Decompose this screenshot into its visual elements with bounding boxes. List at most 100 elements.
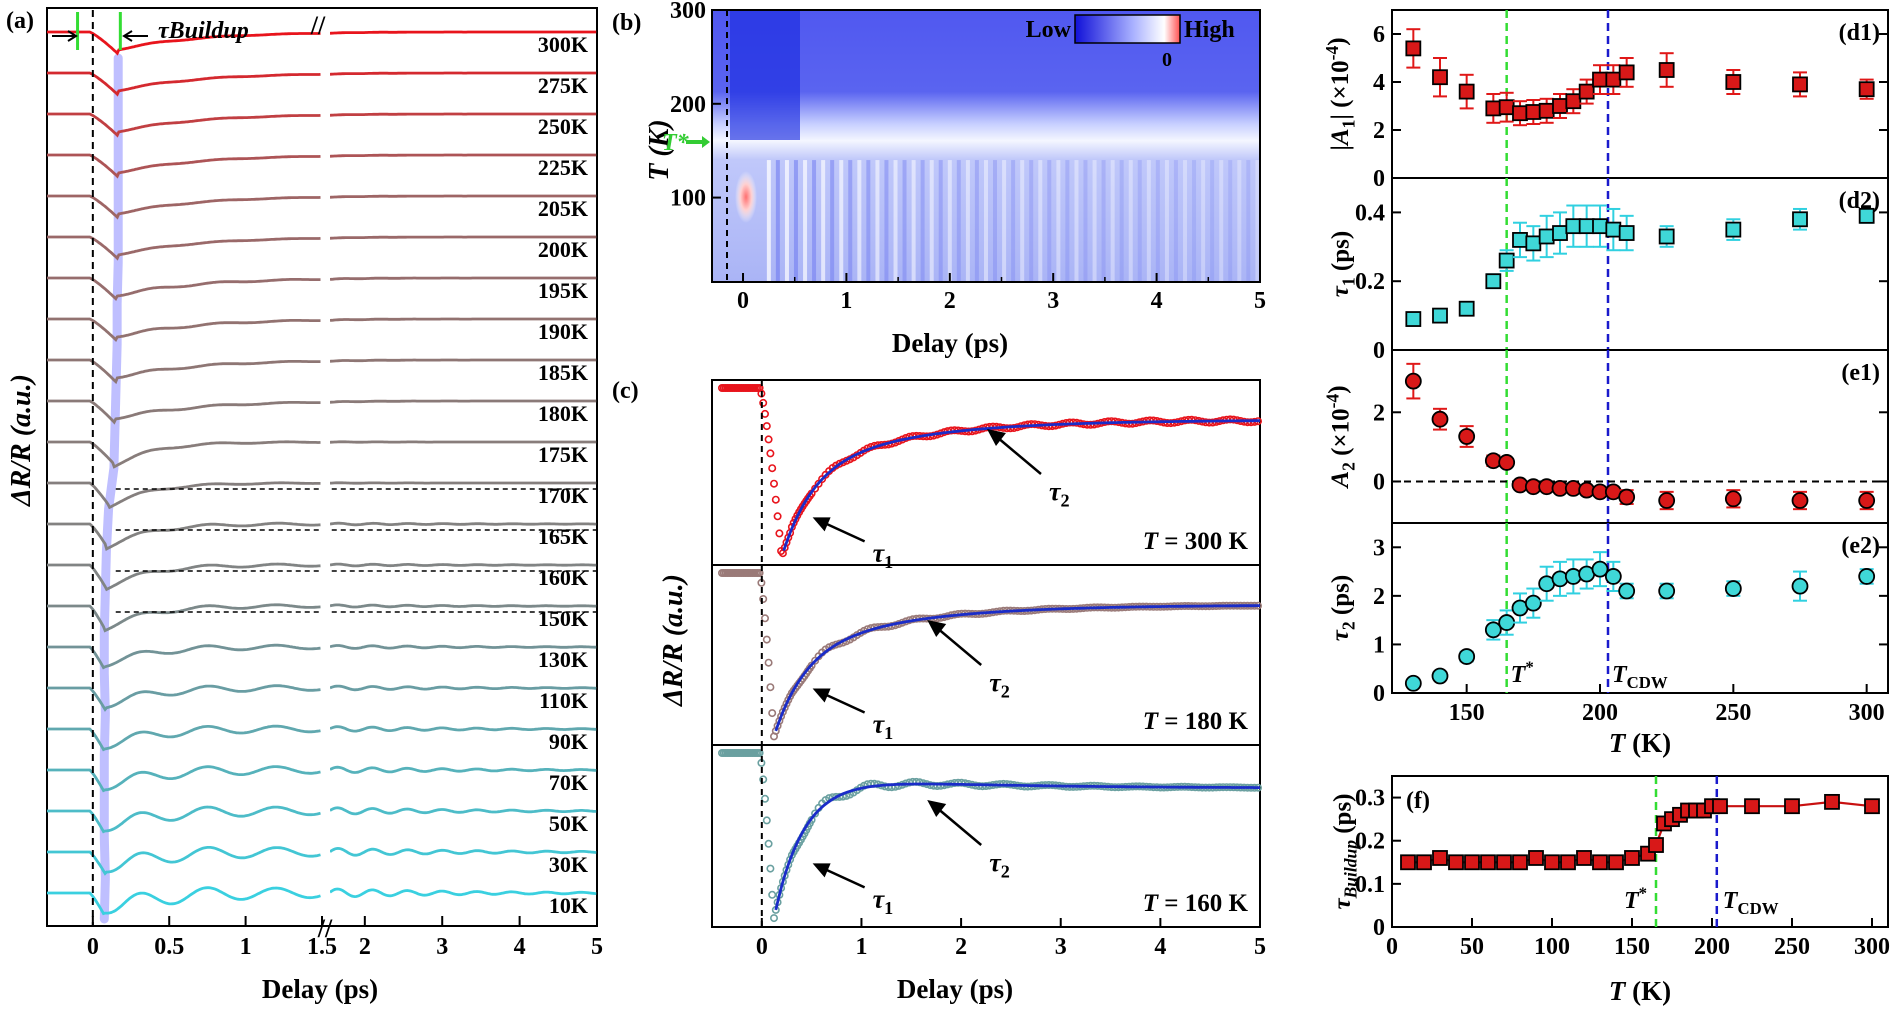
- tick-label-a-3: 3: [436, 934, 448, 960]
- trace-300K-long: [329, 30, 597, 35]
- series-label-185K: 185K: [538, 360, 588, 385]
- data-point-d1: [1592, 71, 1608, 88]
- osc-stripe-light: [911, 160, 916, 282]
- osc-stripe-dark: [938, 160, 943, 282]
- data-point-d1: [1485, 100, 1502, 117]
- buildup-arrow-left-icon: [122, 30, 148, 42]
- data-point-f: [1528, 850, 1544, 866]
- data-point-c2: [766, 864, 775, 873]
- osc-stripe-dark: [1137, 160, 1142, 282]
- tick-label-c-3: 3: [1055, 934, 1067, 960]
- data-point-d2: [1512, 232, 1528, 248]
- panel-d2-label: (d2): [1839, 188, 1880, 214]
- panel-d2-box: [1391, 177, 1889, 351]
- trace-160K-long: [329, 562, 597, 568]
- trace-150K-long: [329, 603, 597, 609]
- panel-a-axis-break-bottom: //: [317, 914, 333, 943]
- data-point-e2: [1551, 570, 1569, 588]
- osc-stripe-light: [929, 160, 934, 282]
- data-point-f: [1624, 850, 1640, 866]
- trace-175K-long: [329, 440, 597, 444]
- data-point-e2: [1404, 674, 1422, 692]
- trace-30K-long: [329, 846, 597, 857]
- panel-a-label: (a): [6, 8, 34, 34]
- data-point-f: [1648, 837, 1664, 853]
- osc-stripe-dark: [1210, 160, 1215, 282]
- osc-stripe-light: [803, 160, 808, 282]
- trace-300K: [47, 30, 321, 56]
- tick-label-f-y-0.3: 0.3: [1355, 786, 1385, 812]
- tick-label-a-1: 1: [240, 934, 252, 960]
- series-label-275K: 275K: [538, 73, 588, 98]
- data-point-d1: [1525, 104, 1542, 120]
- data-point-e2: [1484, 621, 1502, 639]
- data-point-c2: [894, 781, 903, 790]
- tick-label-f-x-300: 300: [1854, 934, 1890, 960]
- panel-e2-box: [1391, 522, 1889, 694]
- tick-label-e2-1: 1: [1373, 632, 1385, 658]
- series-label-70K: 70K: [549, 770, 588, 795]
- tick-label-e2-x-200: 200: [1582, 700, 1618, 726]
- data-point-c2: [760, 794, 769, 803]
- osc-stripe-dark: [956, 160, 961, 282]
- tick-label-b-x-3: 3: [1047, 288, 1059, 314]
- data-point-d1: [1658, 62, 1675, 78]
- tick-label-c-1: 1: [855, 934, 867, 960]
- data-point-f: [1512, 854, 1528, 871]
- data-point-e1: [1618, 488, 1636, 506]
- osc-stripe-light: [1128, 160, 1133, 282]
- tick-label-a-0: 0: [87, 934, 99, 960]
- data-point-c1: [831, 640, 840, 649]
- data-point-e1: [1791, 492, 1809, 509]
- osc-stripe-dark: [974, 160, 979, 282]
- osc-stripe-dark: [1047, 160, 1052, 282]
- data-point-c2: [764, 839, 773, 848]
- trace-50K: [47, 805, 321, 834]
- tick-label-e1-0: 0: [1373, 469, 1385, 495]
- buildup-band: [99, 53, 123, 924]
- tick-label-b-x-0: 0: [737, 288, 749, 314]
- osc-stripe-light: [1020, 160, 1025, 282]
- data-point-f: [1480, 854, 1496, 871]
- panel-a-traces: [47, 9, 597, 926]
- trace-170K: [47, 481, 321, 510]
- trace-190K: [47, 317, 321, 342]
- tick-label-b-y-300: 300: [670, 0, 706, 24]
- data-point-f: [1576, 850, 1592, 866]
- tick-label-d2-0: 0: [1373, 338, 1385, 364]
- tick-label-e2-2: 2: [1373, 584, 1385, 610]
- tick-label-d1-6: 6: [1373, 22, 1385, 48]
- data-point-e1: [1724, 490, 1742, 508]
- osc-stripe-light: [839, 160, 844, 282]
- panel-c-ticks: 0 1 2 3 4 5: [756, 918, 1266, 960]
- data-point-d2: [1525, 235, 1542, 252]
- osc-stripe-light: [984, 160, 988, 282]
- data-point-d2: [1565, 218, 1582, 235]
- tick-label-e2-x-250: 250: [1715, 700, 1751, 726]
- osc-stripe-dark: [884, 160, 889, 282]
- temp-label-c0: T = 300 K: [1143, 528, 1249, 555]
- tau2-label-c0: τ2: [1049, 477, 1070, 511]
- osc-stripe-dark: [775, 160, 780, 282]
- data-point-e1: [1858, 492, 1876, 509]
- trace-30K: [47, 846, 321, 876]
- tau1-label-c0: τ1: [873, 538, 894, 572]
- panel-a-buildup-label: τBuildup: [158, 18, 249, 44]
- osc-stripe-light: [1183, 160, 1188, 282]
- series-label-250K: 250K: [538, 114, 588, 139]
- trace-195K-long: [329, 276, 597, 281]
- osc-stripe-dark: [1083, 160, 1088, 282]
- panel-b-frame: [711, 9, 1261, 283]
- tick-label-a-0.5: 0.5: [154, 934, 184, 960]
- tick-label-e2-x-300: 300: [1849, 700, 1885, 726]
- data-point-c0: [766, 449, 775, 458]
- panel-c-box-2: [711, 744, 1261, 928]
- trace-50K-long: [329, 806, 597, 816]
- trace-250K: [47, 112, 321, 138]
- panel-f-box: [1391, 775, 1889, 928]
- data-point-c2: [915, 778, 924, 787]
- data-point-c0: [773, 512, 782, 521]
- series-label-200K: 200K: [538, 237, 588, 262]
- data-point-e2: [1658, 582, 1676, 600]
- series-label-10K: 10K: [549, 893, 588, 918]
